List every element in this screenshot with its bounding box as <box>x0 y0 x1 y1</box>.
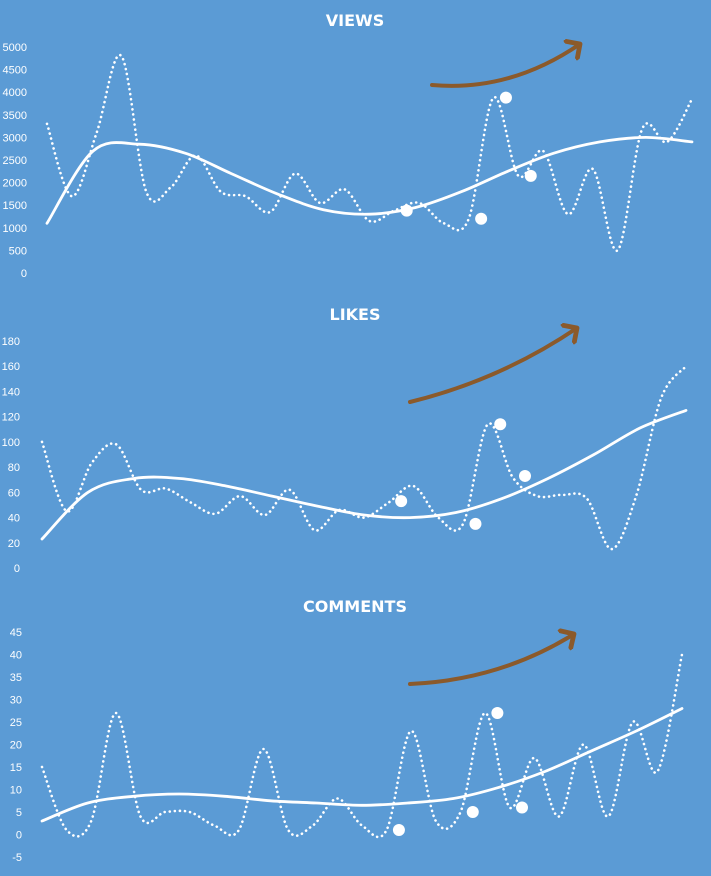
views-y-tick-label: 4000 <box>3 87 27 99</box>
comments-trendline <box>40 707 684 823</box>
views-y-tick-label: 1000 <box>3 223 27 235</box>
likes-chart-title: LIKES <box>330 305 381 324</box>
views-y-tick-label: 2500 <box>3 155 27 167</box>
views-y-tick-label: 3500 <box>3 110 27 122</box>
comments-y-tick-label: 5 <box>16 807 22 819</box>
views-series-line <box>45 53 694 252</box>
likes-y-tick-label: 20 <box>8 538 20 550</box>
comments-chart: COMMENTS -5 0 5 10 15 20 25 30 35 40 45 <box>10 597 684 864</box>
views-chart-title: VIEWS <box>326 11 384 30</box>
views-trendline <box>45 135 694 225</box>
views-highlight-point <box>400 204 413 217</box>
likes-y-tick-label: 0 <box>14 563 20 575</box>
likes-highlight-point <box>469 517 482 530</box>
comments-y-tick-label: 10 <box>10 785 22 797</box>
likes-series-line <box>40 364 688 551</box>
views-trend-arrow <box>430 44 580 88</box>
comments-highlight-point <box>392 824 405 836</box>
comments-y-tick-label: 30 <box>10 695 22 707</box>
views-highlight-point <box>499 91 512 104</box>
likes-y-tick-label: 180 <box>2 336 20 348</box>
views-y-tick-label: 3000 <box>3 132 27 144</box>
views-highlight-point <box>524 169 537 182</box>
likes-highlight-point <box>519 469 531 482</box>
views-y-tick-label: 4500 <box>3 65 27 77</box>
comments-trend-arrow <box>408 634 574 686</box>
likes-trendline <box>40 409 688 541</box>
comments-series-line <box>40 653 684 839</box>
likes-y-tick-label: 140 <box>2 386 20 398</box>
comments-y-tick-label: 45 <box>10 627 22 639</box>
likes-y-tick-label: 120 <box>2 412 20 424</box>
likes-chart: LIKES 0 20 40 60 80 100 120 140 160 180 <box>2 305 688 575</box>
comments-y-tick-label: -5 <box>12 852 22 864</box>
comments-y-tick-label: 25 <box>10 717 22 729</box>
likes-highlight-point <box>494 418 507 431</box>
comments-y-tick-label: 20 <box>10 740 22 752</box>
likes-highlight-point <box>395 495 408 508</box>
comments-y-tick-label: 35 <box>10 672 22 684</box>
comments-y-tick-label: 0 <box>16 830 22 842</box>
comments-y-tick-label: 40 <box>10 650 22 662</box>
likes-y-tick-label: 160 <box>2 361 20 373</box>
views-y-tick-label: 500 <box>9 245 27 257</box>
views-highlight-point <box>475 212 488 225</box>
likes-trend-arrow <box>408 328 577 404</box>
comments-y-tick-label: 15 <box>10 762 22 774</box>
views-y-tick-label: 0 <box>21 268 27 280</box>
comments-chart-title: COMMENTS <box>303 597 407 616</box>
likes-y-tick-label: 100 <box>2 437 20 449</box>
comments-highlight-point <box>491 707 504 719</box>
views-y-tick-label: 2000 <box>3 178 27 190</box>
views-y-tick-label: 5000 <box>3 42 27 54</box>
likes-y-tick-label: 40 <box>8 513 20 525</box>
views-y-tick-label: 1500 <box>3 200 27 212</box>
likes-y-tick-label: 80 <box>8 462 20 474</box>
views-chart: VIEWS 0 500 1000 1500 2000 2500 3000 3500 4000 45… <box>3 11 694 280</box>
comments-highlight-point <box>516 801 528 814</box>
likes-y-tick-label: 60 <box>8 487 20 499</box>
comments-highlight-point <box>466 806 479 818</box>
